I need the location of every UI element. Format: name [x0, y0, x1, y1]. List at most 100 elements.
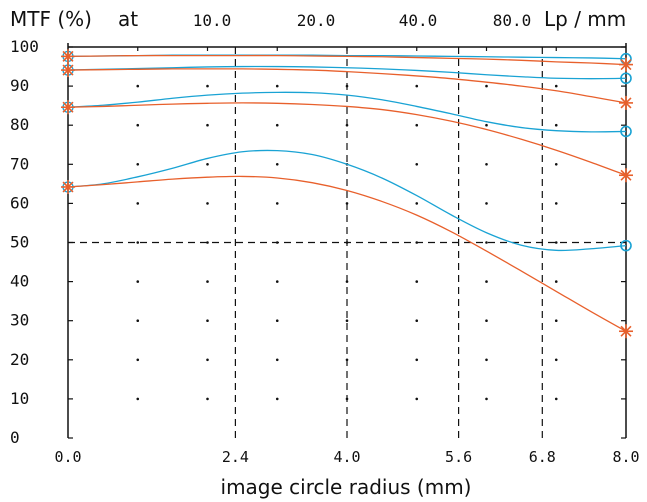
- tick-labels-layer: 0 10 20 30 40 50 60 70 80 90 100 0.0 2.4 4.0 5.6 6.8 8.0: [10, 37, 640, 466]
- grid-dot: [136, 397, 140, 401]
- grid-dot: [415, 202, 419, 205]
- header-unit-label: Lp / mm: [544, 7, 626, 31]
- circle-marker: [620, 239, 632, 252]
- mtf-curve-tangential-80.0: [67, 175, 627, 332]
- y-tick-label: 0: [10, 428, 20, 447]
- y-tick-label: 70: [10, 154, 29, 173]
- grid-dot: [485, 241, 488, 244]
- x-tick-label: 4.0: [333, 448, 360, 466]
- y-tick-label: 20: [10, 350, 29, 369]
- asterisk-marker: [619, 324, 633, 339]
- asterisk-marker: [619, 57, 633, 72]
- x-tick-label: 5.6: [445, 448, 472, 466]
- grid-dot: [206, 241, 209, 244]
- y-tick-label: 80: [10, 115, 29, 134]
- grid-dot: [485, 163, 488, 166]
- grid-dot: [275, 319, 279, 323]
- x-tick-label: 8.0: [612, 448, 639, 466]
- grid-dot: [206, 280, 209, 283]
- grid-dot: [275, 397, 279, 401]
- asterisk-marker: [61, 49, 75, 64]
- grid-dot: [415, 84, 419, 88]
- grid-dot: [485, 280, 488, 283]
- y-tick-label: 10: [10, 389, 29, 408]
- grid-dot: [136, 241, 140, 244]
- grid-dot: [554, 163, 558, 166]
- grid-dot: [415, 280, 419, 283]
- grid-dot: [275, 84, 279, 88]
- grid-dot: [136, 202, 140, 205]
- x-tick-label: 6.8: [529, 448, 556, 466]
- x-tick-label: 2.4: [222, 448, 249, 466]
- series-layer: [67, 54, 627, 332]
- grid-dot: [415, 358, 419, 362]
- grid-dot: [554, 202, 558, 205]
- grid-dot: [136, 358, 140, 362]
- asterisk-marker: [619, 168, 633, 183]
- y-tick-label: 40: [10, 272, 29, 291]
- grid-dot: [206, 358, 209, 362]
- mtf-curve-tangential-20.0: [67, 68, 627, 104]
- mtf-curve-tangential-10.0: [67, 54, 627, 66]
- grid-dot: [415, 397, 419, 401]
- grid-dot: [275, 202, 279, 205]
- mtf-curve-tangential-40.0: [67, 102, 627, 176]
- grid-dot: [485, 202, 488, 205]
- grid-dot: [554, 84, 558, 88]
- y-tick-label: 50: [10, 233, 29, 252]
- asterisk-marker: [61, 100, 75, 115]
- grid-dot: [485, 397, 488, 401]
- grid-dot: [345, 319, 349, 323]
- mtf-curve-sagittal-40.0: [67, 91, 627, 133]
- grid-dot: [485, 358, 488, 362]
- grid-dot: [275, 163, 279, 166]
- asterisk-marker: [619, 95, 633, 110]
- freq-label-4: 80.0: [493, 11, 532, 30]
- chart-title: MTF (%): [10, 7, 92, 31]
- grid-dot: [206, 202, 209, 205]
- freq-label-1: 10.0: [193, 11, 232, 30]
- grid-dot: [485, 123, 488, 127]
- grid-dot: [554, 319, 558, 323]
- grid-dot: [415, 123, 419, 127]
- grid-dot: [485, 319, 488, 323]
- asterisk-marker: [61, 63, 75, 78]
- grid-dot: [206, 319, 209, 323]
- grid-dot: [136, 84, 140, 88]
- grid-dot: [275, 123, 279, 127]
- grid-dot: [136, 123, 140, 127]
- grid-dot: [415, 163, 419, 166]
- asterisk-marker: [61, 179, 75, 194]
- grid-dot: [206, 163, 209, 166]
- y-tick-label: 60: [10, 193, 29, 212]
- grid-layer: [136, 84, 558, 401]
- y-tick-label: 90: [10, 76, 29, 95]
- freq-label-2: 20.0: [297, 11, 336, 30]
- x-tick-label: 0.0: [54, 448, 81, 466]
- grid-dot: [554, 397, 558, 401]
- y-tick-label: 100: [10, 37, 39, 56]
- circle-marker: [620, 72, 632, 85]
- grid-dot: [485, 84, 488, 88]
- grid-dot: [136, 163, 140, 166]
- grid-dot: [206, 397, 209, 401]
- grid-dot: [554, 280, 558, 283]
- x-axis-title: image circle radius (mm): [221, 475, 472, 499]
- markers-layer: [61, 49, 633, 339]
- grid-dot: [206, 123, 209, 127]
- grid-dot: [275, 358, 279, 362]
- grid-dot: [275, 280, 279, 283]
- freq-label-3: 40.0: [399, 11, 438, 30]
- grid-dot: [136, 280, 140, 283]
- grid-dot: [554, 241, 558, 244]
- grid-dot: [136, 319, 140, 323]
- grid-dot: [554, 123, 558, 127]
- grid-dot: [554, 358, 558, 362]
- grid-dot: [415, 319, 419, 323]
- mtf-curve-sagittal-20.0: [67, 65, 627, 80]
- y-tick-label: 30: [10, 311, 29, 330]
- grid-dot: [206, 84, 209, 88]
- reference-lines-layer: [68, 47, 626, 438]
- circle-marker: [620, 125, 632, 138]
